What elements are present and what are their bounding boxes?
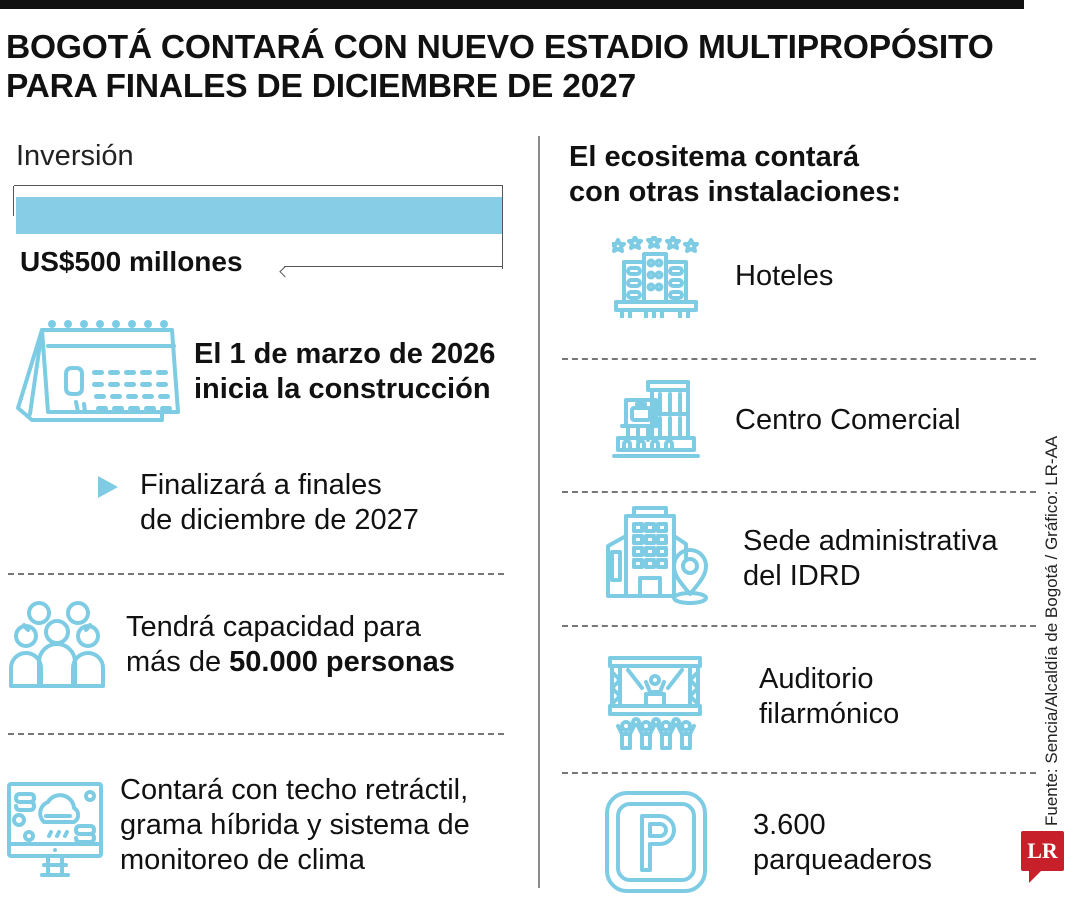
- lr-logo: LR: [1021, 831, 1064, 883]
- hotel-icon: [612, 236, 700, 318]
- ecosystem-heading-line-1: El ecositema contará: [569, 141, 860, 173]
- capacity-number: 50.000 personas: [229, 646, 455, 678]
- divider-dashed: [562, 358, 1036, 360]
- facility-auditorium: Auditorio filarmónico: [759, 662, 899, 732]
- column-divider: [538, 136, 540, 888]
- parking-icon: [604, 790, 708, 894]
- facility-parking-count: 3.600: [753, 809, 826, 841]
- features-line-3: monitoreo de clima: [120, 843, 365, 876]
- investment-value: US$500 millones: [20, 246, 243, 277]
- divider-dashed: [8, 573, 504, 575]
- completion-text: Finalizará a finales de diciembre de 202…: [140, 468, 419, 538]
- facility-shopping-center-label: Centro Comercial: [735, 404, 961, 436]
- triangle-bullet-icon: [98, 476, 118, 498]
- title-line-2: PARA FINALES DE DICIEMBRE DE 2027: [6, 68, 637, 105]
- completion-line-2: de diciembre de 2027: [140, 504, 419, 536]
- ecosystem-heading-line-2: con otras instalaciones:: [569, 176, 901, 208]
- arrow-left-icon: [284, 266, 502, 267]
- features-text: Contará con techo retráctil, grama híbri…: [120, 773, 470, 878]
- ecosystem-heading: El ecositema contará con otras instalaci…: [569, 140, 901, 210]
- facility-admin-hq-line-1: Sede administrativa: [743, 525, 998, 557]
- office-building-location-icon: [604, 506, 708, 606]
- investment-bar: [16, 197, 502, 234]
- construction-start-text: El 1 de marzo de 2026 inicia la construc…: [194, 337, 495, 407]
- facility-parking: 3.600 parqueaderos: [753, 808, 932, 878]
- divider-dashed: [8, 733, 504, 735]
- facility-auditorium-line-1: Auditorio: [759, 663, 874, 695]
- capacity-line-1: Tendrá capacidad para: [126, 611, 422, 643]
- investment-label: Inversión: [16, 140, 134, 172]
- construction-start-line-2: inicia la construcción: [194, 373, 491, 405]
- investment-frame: [13, 185, 503, 269]
- people-group-icon: [8, 600, 106, 690]
- divider-dashed: [562, 772, 1036, 774]
- construction-start-block: El 1 de marzo de 2026 inicia la construc…: [12, 316, 495, 428]
- capacity-text: Tendrá capacidad para más de 50.000 pers…: [126, 610, 455, 680]
- divider-dashed: [562, 625, 1036, 627]
- features-block: Contará con techo retráctil, grama híbri…: [6, 770, 470, 880]
- completion-line-1: Finalizará a finales: [140, 469, 382, 501]
- top-rule: [0, 0, 1024, 9]
- facility-shopping-center: Centro Comercial: [735, 403, 961, 438]
- features-line-2: grama híbrida y sistema de: [120, 808, 470, 841]
- concert-stage-icon: [608, 656, 702, 752]
- capacity-line-2: más de 50.000 personas: [126, 645, 455, 680]
- title-line-1: BOGOTÁ CONTARÁ CON NUEVO ESTADIO MULTIPR…: [6, 29, 994, 66]
- facility-admin-hq: Sede administrativa del IDRD: [743, 524, 998, 594]
- divider-dashed: [562, 491, 1036, 493]
- capacity-prefix: más de: [126, 646, 230, 678]
- features-line-1: Contará con techo retráctil,: [120, 773, 469, 806]
- construction-start-line-1: El 1 de marzo de 2026: [194, 338, 496, 370]
- source-credit: Fuente: Sencia/Alcaldía de Bogotá / Gráf…: [1042, 435, 1061, 826]
- facility-auditorium-line-2: filarmónico: [759, 698, 900, 730]
- weather-monitor-icon: [6, 770, 104, 880]
- facility-parking-label: parqueaderos: [753, 844, 932, 876]
- shopping-center-icon: [612, 380, 700, 462]
- calendar-icon: [12, 316, 182, 428]
- facility-hotels: Hoteles: [735, 259, 833, 294]
- facility-admin-hq-line-2: del IDRD: [743, 560, 861, 592]
- capacity-block: Tendrá capacidad para más de 50.000 pers…: [8, 600, 455, 690]
- page-title: BOGOTÁ CONTARÁ CON NUEVO ESTADIO MULTIPR…: [6, 28, 1046, 106]
- facility-hotels-label: Hoteles: [735, 260, 834, 292]
